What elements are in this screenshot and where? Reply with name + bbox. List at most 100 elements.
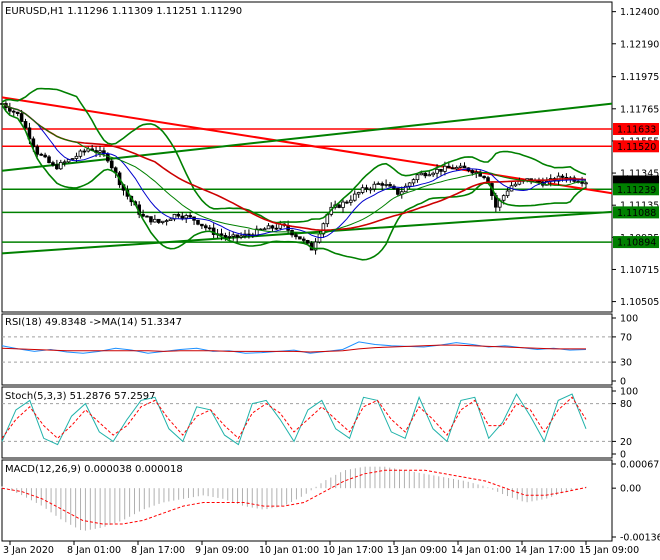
candle-body[interactable] — [200, 223, 204, 227]
candle-body[interactable] — [443, 165, 447, 172]
candle-body[interactable] — [411, 179, 416, 184]
candle-body[interactable] — [51, 162, 55, 166]
candle-body[interactable] — [345, 201, 349, 204]
candle-body[interactable] — [584, 182, 588, 185]
candle-body[interactable] — [62, 161, 67, 164]
candle-body[interactable] — [360, 187, 365, 193]
candle-body[interactable] — [462, 165, 467, 169]
candle-body[interactable] — [294, 234, 298, 238]
candle-body[interactable] — [207, 227, 212, 230]
candle-body[interactable] — [439, 168, 443, 172]
candle-body[interactable] — [35, 146, 40, 155]
candle-body[interactable] — [470, 170, 475, 174]
candle-body[interactable] — [517, 180, 522, 185]
candle-body[interactable] — [164, 220, 169, 222]
candle-body[interactable] — [301, 238, 306, 241]
candle-body[interactable] — [231, 234, 236, 237]
candle-body[interactable] — [274, 227, 279, 230]
candle-body[interactable] — [82, 150, 87, 153]
candle-body[interactable] — [145, 215, 149, 218]
candle-body[interactable] — [419, 172, 424, 176]
candle-body[interactable] — [43, 154, 47, 158]
candle-body[interactable] — [349, 199, 353, 203]
candle-body[interactable] — [447, 165, 451, 169]
candle-body[interactable] — [39, 153, 43, 156]
candle-body[interactable] — [262, 228, 267, 231]
candle-body[interactable] — [580, 181, 584, 184]
candle-body[interactable] — [305, 240, 310, 244]
candle-body[interactable] — [70, 158, 75, 160]
candle-body[interactable] — [380, 183, 384, 186]
candle-body[interactable] — [55, 164, 59, 170]
candle-body[interactable] — [196, 219, 200, 225]
candle-body[interactable] — [31, 138, 36, 148]
candle-body[interactable] — [403, 185, 408, 193]
candle-body[interactable] — [454, 167, 459, 170]
candle-body[interactable] — [545, 180, 549, 186]
candle-body[interactable] — [450, 167, 455, 170]
candle-body[interactable] — [427, 174, 432, 177]
candle-body[interactable] — [435, 168, 439, 174]
candle-body[interactable] — [102, 150, 106, 155]
candle-body[interactable] — [368, 188, 373, 191]
price-pane[interactable]: EURUSD,H1 1.11296 1.11309 1.11251 1.1129… — [0, 0, 659, 308]
trend-line[interactable] — [1, 102, 613, 172]
candle-body[interactable] — [109, 160, 114, 169]
candle-body[interactable] — [560, 175, 565, 178]
candle-body[interactable] — [204, 225, 208, 229]
candle-body[interactable] — [235, 234, 239, 238]
candle-body[interactable] — [341, 201, 345, 208]
candle-body[interactable] — [184, 215, 189, 219]
candle-body[interactable] — [266, 225, 271, 230]
candle-body[interactable] — [160, 220, 165, 223]
candle-body[interactable] — [11, 110, 16, 113]
candle-body[interactable] — [501, 195, 506, 201]
candle-body[interactable] — [376, 183, 381, 185]
candle-body[interactable] — [176, 213, 181, 217]
candle-body[interactable] — [149, 216, 153, 223]
candle-body[interactable] — [98, 150, 102, 153]
candle-body[interactable] — [298, 236, 302, 240]
candle-body[interactable] — [478, 171, 482, 177]
candle-body[interactable] — [78, 150, 83, 157]
candle-body[interactable] — [337, 204, 341, 208]
candle-body[interactable] — [384, 184, 388, 186]
candle-body[interactable] — [396, 188, 400, 195]
candle-body[interactable] — [58, 161, 63, 170]
macd-pane[interactable]: MACD(12,26,9) 0.000038 0.000018 0.000675… — [1, 460, 660, 544]
candle-body[interactable] — [270, 225, 275, 229]
candle-body[interactable] — [219, 233, 224, 236]
candle-body[interactable] — [388, 184, 392, 187]
rsi-pane[interactable]: RSI(18) 49.8348 ->MA(14) 51.3347 100 70 30… — [1, 314, 638, 388]
candle-body[interactable] — [407, 182, 412, 187]
candle-body[interactable] — [19, 113, 24, 122]
candle-body[interactable] — [227, 236, 232, 238]
candle-body[interactable] — [23, 121, 28, 129]
candle-body[interactable] — [153, 218, 157, 223]
candle-body[interactable] — [482, 175, 486, 179]
candle-body[interactable] — [168, 218, 173, 221]
candle-body[interactable] — [313, 241, 318, 251]
candle-body[interactable] — [513, 183, 518, 187]
candle-body[interactable] — [141, 213, 145, 217]
trend-line[interactable] — [1, 96, 613, 195]
candle-body[interactable] — [223, 235, 228, 238]
candle-body[interactable] — [15, 111, 20, 114]
candle-body[interactable] — [321, 223, 326, 235]
candle-body[interactable] — [74, 155, 79, 159]
candle-body[interactable] — [106, 153, 110, 162]
candle-body[interactable] — [372, 183, 377, 190]
candle-body[interactable] — [188, 215, 192, 218]
candle-body[interactable] — [180, 215, 185, 219]
candle-body[interactable] — [415, 174, 420, 181]
candle-body[interactable] — [239, 235, 243, 238]
candle-body[interactable] — [47, 156, 51, 164]
candle-body[interactable] — [423, 172, 428, 177]
candle-body[interactable] — [352, 193, 357, 201]
candle-body[interactable] — [290, 229, 294, 236]
candle-body[interactable] — [431, 172, 435, 176]
candle-body[interactable] — [356, 192, 361, 195]
candle-body[interactable] — [156, 218, 161, 223]
